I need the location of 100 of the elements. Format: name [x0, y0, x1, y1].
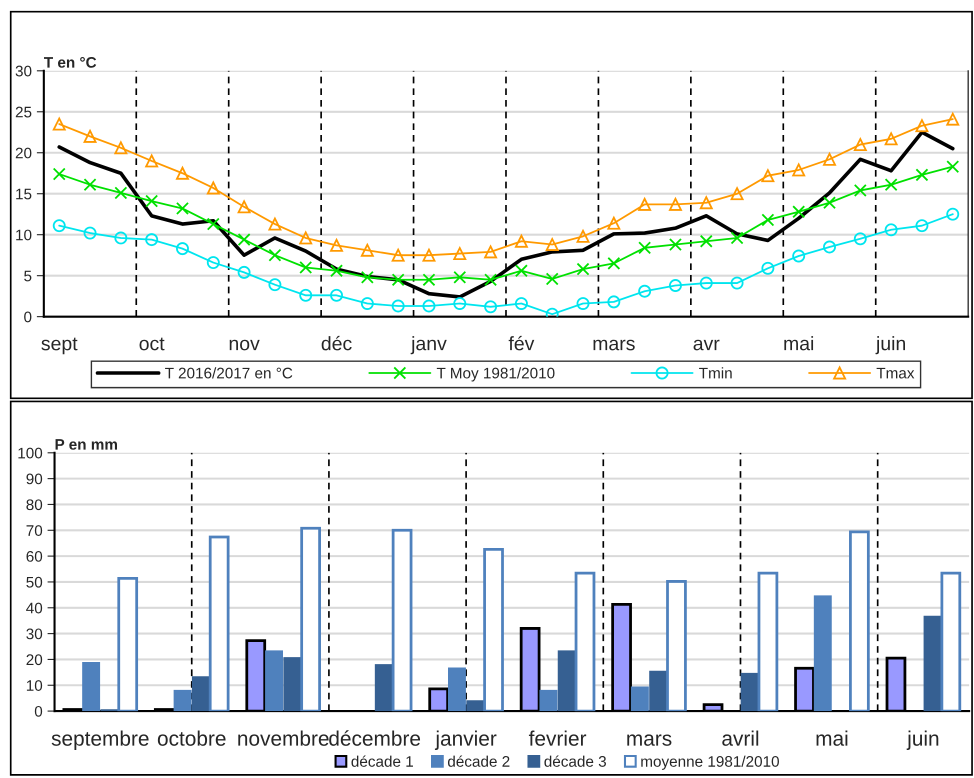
point: [668, 238, 682, 251]
point: [854, 184, 867, 197]
point: [299, 288, 312, 302]
bar: [558, 650, 576, 712]
bar: [374, 664, 393, 712]
point: [360, 244, 374, 257]
point: [145, 154, 158, 168]
point: [392, 300, 405, 312]
point: [792, 205, 806, 218]
point: [392, 273, 405, 286]
point: [360, 270, 374, 284]
point: [484, 273, 498, 286]
bar: [649, 670, 668, 712]
point: [915, 119, 928, 132]
point: [84, 130, 97, 143]
bar: [849, 530, 870, 712]
point: [576, 297, 590, 310]
bar: [630, 686, 649, 712]
point: [792, 163, 806, 176]
point: [238, 200, 251, 214]
point: [792, 250, 806, 262]
y-tick-label: 20: [16, 148, 32, 158]
bar: [283, 657, 302, 712]
point: [514, 264, 528, 278]
point: [453, 270, 466, 284]
x-tick-label: juin: [906, 730, 938, 750]
y-tick-label: 40: [26, 602, 42, 614]
legend-label: Tmax: [876, 368, 914, 378]
legend-label: T 2016/2017 en °C: [165, 367, 292, 378]
point: [576, 230, 590, 243]
point: [730, 232, 744, 244]
point: [823, 196, 836, 210]
legend-label: Tmin: [699, 367, 732, 378]
point: [823, 152, 836, 166]
x-tick-label: novembre: [238, 730, 329, 746]
point: [946, 160, 960, 174]
point: [268, 248, 282, 262]
point: [946, 208, 960, 221]
point: [206, 256, 220, 270]
point: [638, 284, 652, 298]
bar: [174, 690, 192, 712]
point: [915, 168, 928, 182]
y-axis-title: T en °C: [44, 56, 96, 68]
point: [84, 178, 97, 192]
point: [607, 295, 620, 308]
point: [761, 262, 774, 275]
point: [145, 194, 158, 208]
x-tick-label: fevrier: [528, 730, 586, 746]
point: [946, 112, 960, 126]
point: [360, 297, 374, 310]
bar: [82, 662, 100, 712]
bar: [574, 572, 596, 712]
point: [884, 223, 898, 236]
point: [84, 226, 97, 240]
x-tick-label: mai: [784, 336, 814, 350]
legend-label: décade 1: [351, 755, 413, 767]
point: [884, 132, 898, 146]
x-tick-label: nov: [230, 340, 260, 350]
bar: [192, 676, 210, 712]
y-tick-label: 0: [24, 312, 32, 322]
point: [330, 288, 343, 302]
bar: [466, 700, 484, 712]
point: [299, 261, 312, 274]
bar: [940, 572, 962, 712]
legend-label: moyenne 1981/2010: [641, 756, 779, 770]
x-tick-label: mars: [594, 340, 635, 350]
y-tick-label: 100: [18, 448, 42, 458]
point: [700, 276, 713, 290]
point: [268, 278, 282, 292]
point: [514, 234, 528, 248]
legend-label: T Moy 1981/2010: [436, 367, 555, 382]
point: [422, 300, 436, 312]
y-tick-label: 60: [26, 550, 42, 562]
x-tick-label: déc: [322, 336, 352, 350]
point: [52, 219, 66, 232]
point: [607, 216, 620, 230]
point: [299, 232, 312, 244]
point: [576, 262, 590, 276]
bar: [758, 572, 778, 712]
point: [114, 141, 128, 154]
point: [453, 247, 466, 260]
point: [52, 118, 66, 131]
point: [330, 238, 343, 252]
x-tick-label: avr: [694, 340, 720, 350]
y-tick-label: 10: [16, 230, 32, 240]
x-tick-label: mars: [627, 734, 672, 746]
point: [114, 186, 128, 200]
point: [700, 196, 713, 210]
bar: [448, 667, 466, 712]
point: [638, 241, 652, 254]
point: [761, 213, 774, 226]
bar: [392, 528, 412, 712]
point: [884, 178, 898, 192]
point: [114, 232, 128, 244]
x-tick-label: juin: [876, 336, 905, 354]
point: [700, 234, 713, 248]
point: [52, 168, 66, 181]
bar: [539, 690, 558, 712]
bar: [666, 580, 687, 712]
x-tick-label: septembre: [52, 730, 149, 750]
